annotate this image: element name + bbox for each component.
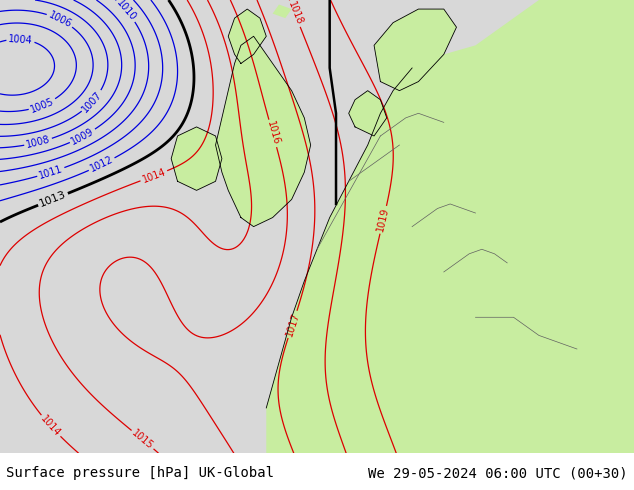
Polygon shape xyxy=(171,127,222,190)
Polygon shape xyxy=(273,4,292,18)
Text: 1012: 1012 xyxy=(89,154,115,174)
Text: 1005: 1005 xyxy=(29,96,56,115)
Text: 1019: 1019 xyxy=(375,207,391,233)
Text: Surface pressure [hPa] UK-Global: Surface pressure [hPa] UK-Global xyxy=(6,466,275,481)
Polygon shape xyxy=(349,91,387,136)
Text: 1009: 1009 xyxy=(70,126,96,147)
Text: 1014: 1014 xyxy=(39,414,63,439)
Polygon shape xyxy=(374,9,456,91)
Text: 1018: 1018 xyxy=(286,0,304,27)
Text: 1015: 1015 xyxy=(130,428,155,451)
Polygon shape xyxy=(266,0,634,453)
Text: 1006: 1006 xyxy=(47,10,73,29)
Text: 1011: 1011 xyxy=(37,164,64,181)
Polygon shape xyxy=(228,9,266,63)
Text: 1014: 1014 xyxy=(141,167,167,185)
Text: We 29-05-2024 06:00 UTC (00+30): We 29-05-2024 06:00 UTC (00+30) xyxy=(368,466,628,481)
Text: 1017: 1017 xyxy=(284,311,301,338)
Polygon shape xyxy=(216,36,311,226)
Text: 1008: 1008 xyxy=(25,134,51,150)
Text: 1010: 1010 xyxy=(114,0,138,23)
Text: 1004: 1004 xyxy=(8,33,33,45)
Text: 1016: 1016 xyxy=(264,120,281,147)
Text: 1013: 1013 xyxy=(38,190,68,209)
Text: 1007: 1007 xyxy=(81,89,105,114)
